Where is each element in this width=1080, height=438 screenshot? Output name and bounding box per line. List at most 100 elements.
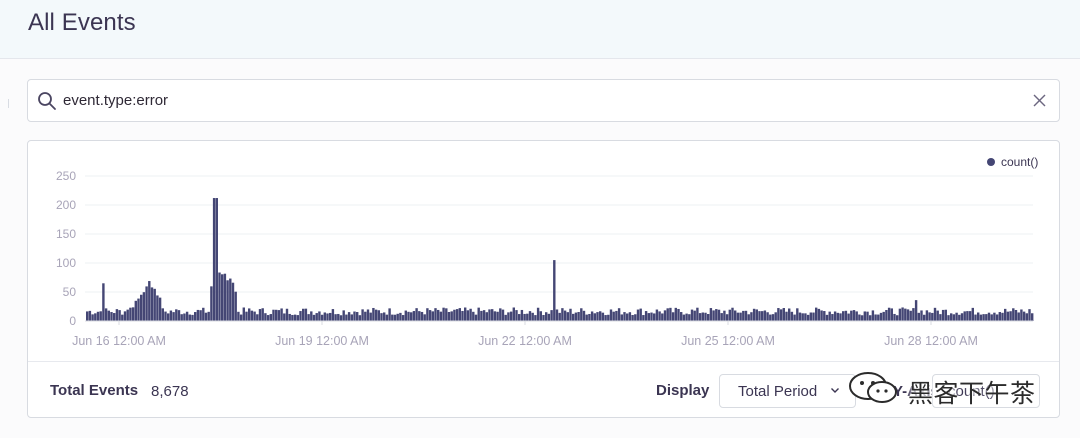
bar: [839, 313, 842, 321]
x-tick-label: Jun 25 12:00 AM: [681, 334, 775, 348]
bar: [302, 308, 305, 321]
bar: [285, 308, 289, 321]
bar: [221, 274, 224, 321]
bar: [258, 309, 262, 321]
bar: [709, 308, 713, 321]
bar: [604, 315, 607, 321]
bar: [299, 311, 302, 321]
bar: [153, 288, 156, 321]
x-tick-label: Jun 22 12:00 AM: [478, 334, 572, 348]
bar: [596, 312, 599, 321]
bar: [396, 313, 399, 321]
bar: [431, 311, 434, 321]
bar: [958, 314, 961, 321]
bar: [966, 311, 969, 321]
y-tick-label: 200: [56, 198, 76, 212]
bar: [226, 280, 229, 321]
bar: [850, 310, 853, 321]
bar: [137, 298, 140, 321]
bar: [415, 308, 418, 321]
bar: [312, 314, 316, 321]
bar: [499, 308, 502, 321]
bar: [995, 314, 999, 321]
bar: [858, 314, 861, 321]
bar: [377, 310, 380, 321]
bar: [666, 308, 669, 321]
bar: [150, 287, 154, 321]
bar: [339, 315, 343, 321]
bar: [453, 309, 456, 321]
bar: [550, 310, 553, 321]
bar: [410, 312, 413, 321]
bar: [901, 307, 904, 321]
bar: [202, 307, 205, 321]
bar: [601, 312, 605, 321]
search-bar[interactable]: event.type:error: [27, 79, 1060, 122]
bar: [364, 311, 367, 321]
display-dropdown[interactable]: Total Period: [719, 374, 856, 408]
bar: [809, 312, 812, 321]
bar: [383, 312, 386, 321]
bar: [504, 314, 507, 321]
bar: [609, 309, 613, 321]
bar: [291, 314, 294, 321]
legend-label: count(): [1001, 155, 1038, 169]
bar: [385, 314, 389, 321]
yaxis-dropdown[interactable]: count(): [932, 374, 1040, 408]
bar: [196, 309, 200, 321]
bar: [1006, 311, 1010, 321]
bar: [545, 312, 548, 321]
bar: [590, 311, 594, 321]
bar: [526, 313, 529, 321]
bar: [399, 312, 402, 321]
bar: [99, 311, 102, 321]
bar: [642, 315, 645, 321]
bar: [512, 307, 515, 321]
bar: [401, 315, 405, 321]
edge-marker: [8, 99, 11, 108]
bar: [855, 311, 858, 321]
bar: [671, 312, 675, 321]
bar: [782, 308, 785, 321]
bar: [804, 313, 807, 321]
bar: [329, 312, 332, 321]
page-title: All Events: [28, 9, 136, 36]
bar: [96, 311, 100, 321]
bar: [563, 310, 567, 321]
bar: [253, 311, 256, 321]
bar: [731, 307, 734, 321]
bar: [161, 308, 164, 321]
bar: [445, 308, 448, 321]
bar: [104, 308, 108, 321]
bar: [752, 308, 756, 321]
bar: [747, 314, 750, 321]
bar: [698, 313, 702, 321]
bar: [1014, 309, 1018, 321]
bar: [404, 310, 407, 321]
bar: [831, 314, 834, 321]
bar: [194, 312, 197, 321]
bar: [91, 314, 94, 321]
bar: [134, 300, 137, 321]
bar: [518, 314, 521, 321]
bar: [750, 312, 753, 321]
bar: [1031, 313, 1034, 321]
bar: [337, 313, 340, 321]
search-input[interactable]: event.type:error: [63, 92, 169, 109]
bar: [917, 312, 920, 321]
bar: [561, 308, 564, 321]
bar: [528, 311, 532, 321]
bar: [661, 313, 664, 321]
bar: [593, 313, 596, 321]
bar: [1001, 312, 1004, 321]
bar: [655, 309, 659, 321]
bar: [472, 311, 475, 321]
bar: [234, 291, 237, 321]
bar: [118, 310, 121, 321]
bar: [115, 309, 119, 321]
bar: [145, 286, 148, 321]
bar: [928, 312, 931, 321]
bar: [955, 312, 958, 321]
close-icon[interactable]: [1032, 93, 1047, 108]
bar: [534, 315, 537, 321]
